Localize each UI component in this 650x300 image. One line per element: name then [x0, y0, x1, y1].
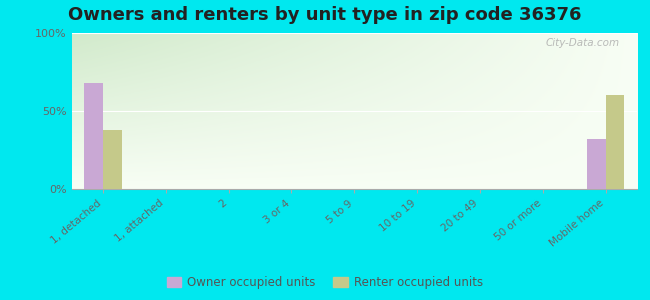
Bar [84, 83, 103, 189]
Legend: Owner occupied units, Renter occupied units: Owner occupied units, Renter occupied un… [162, 272, 488, 294]
Bar [103, 130, 122, 189]
Text: City-Data.com: City-Data.com [546, 38, 620, 48]
Bar [606, 95, 625, 189]
Bar [587, 139, 606, 189]
Text: Owners and renters by unit type in zip code 36376: Owners and renters by unit type in zip c… [68, 6, 582, 24]
